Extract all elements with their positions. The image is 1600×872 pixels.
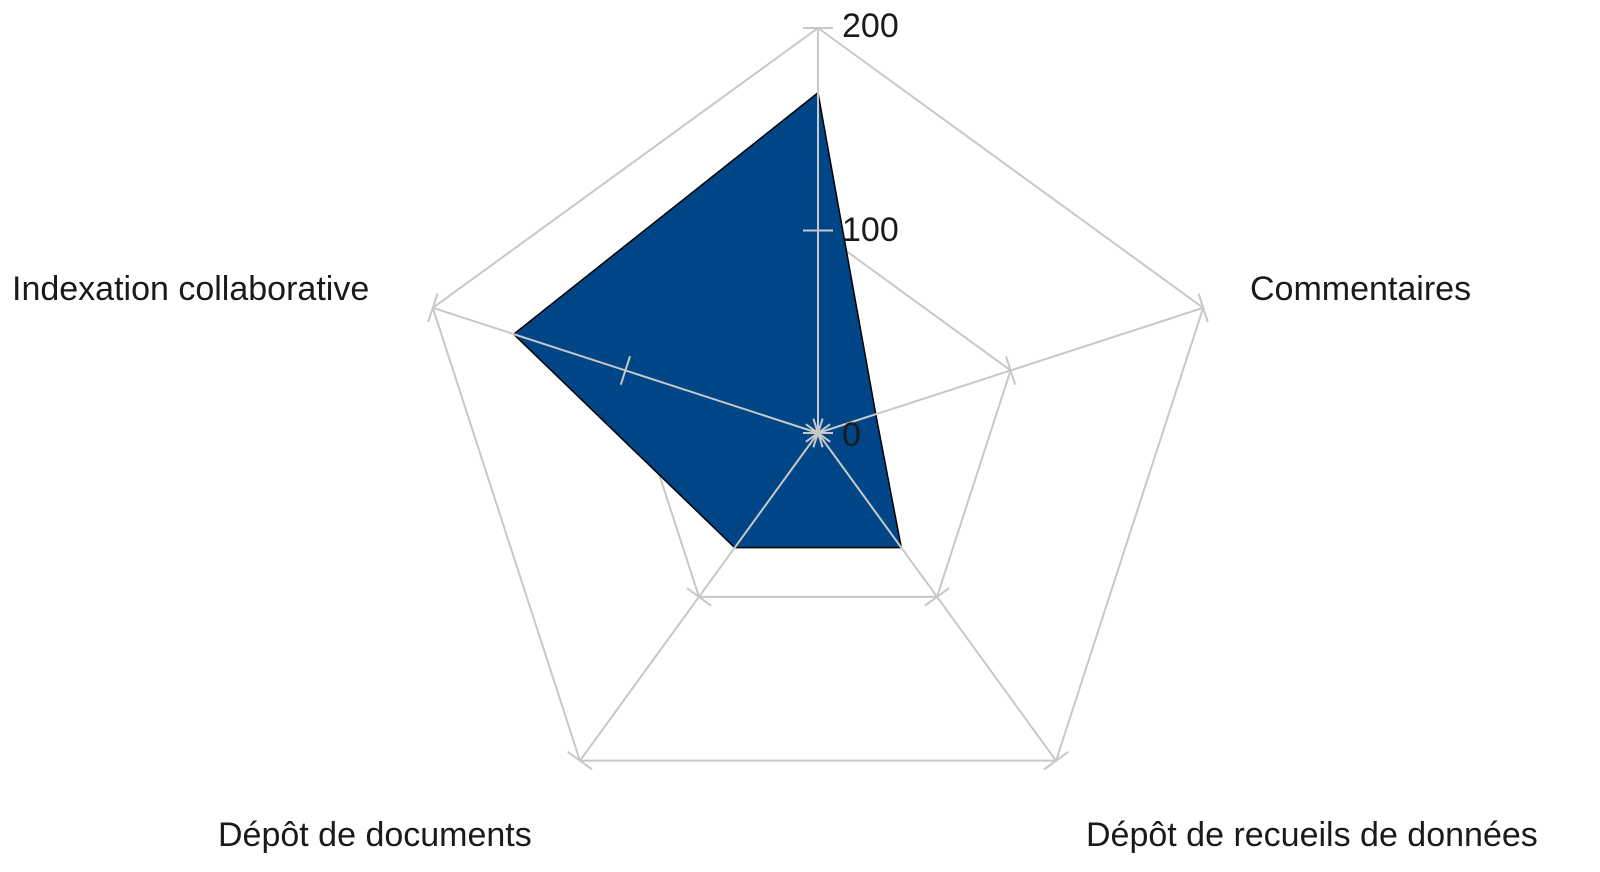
- tick-mark-1-100: [1005, 355, 1017, 385]
- tick-mark-3-200: [567, 751, 593, 771]
- category-label-commentaires: Commentaires: [1250, 270, 1471, 308]
- tick-mark-2-100: [924, 587, 950, 607]
- grid-ring-200: [431, 26, 1205, 762]
- series-area-0: [512, 91, 903, 549]
- category-label-indexation-collaborative: Indexation collaborative: [12, 270, 369, 308]
- tick-mark-2-200: [1043, 751, 1069, 771]
- tick-label-100: 100: [842, 211, 899, 249]
- tick-label-0: 0: [842, 416, 861, 454]
- tick-mark-4-0: [812, 418, 824, 448]
- tick-mark-4-100: [619, 355, 631, 385]
- tick-mark-1-200: [1197, 293, 1209, 323]
- tick-mark-4-200: [427, 293, 439, 323]
- spokes: [432, 28, 1204, 762]
- tick-label-200: 200: [842, 7, 899, 45]
- axis-ticks: [427, 27, 1209, 771]
- category-label-depot-recueils: Dépôt de recueils de données: [1086, 816, 1538, 854]
- series-layer: [512, 91, 903, 549]
- tick-mark-3-100: [686, 587, 712, 607]
- category-label-depot-documents: Dépôt de documents: [218, 816, 532, 854]
